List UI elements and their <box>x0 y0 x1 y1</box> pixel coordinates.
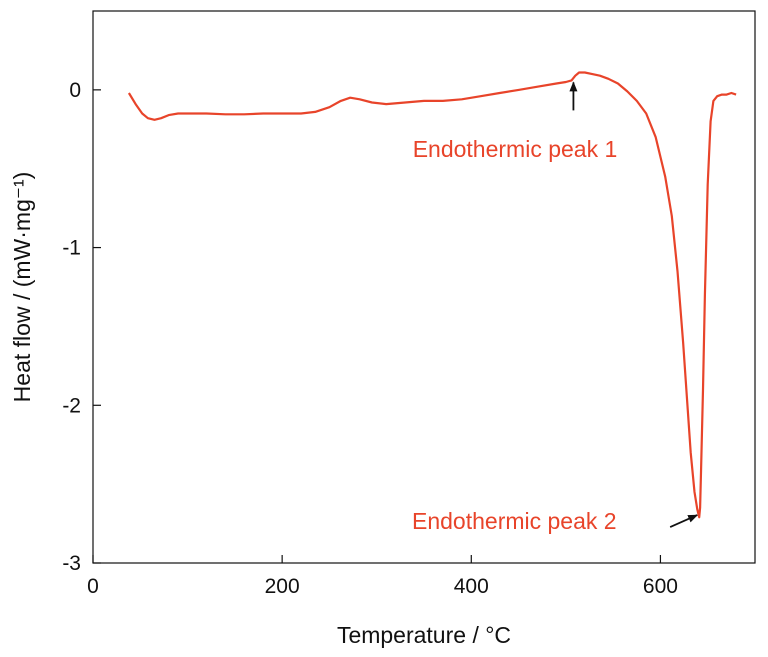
heat-flow-series-line <box>127 71 737 519</box>
y-tick-label: 0 <box>69 79 81 102</box>
peak-2-label: Endothermic peak 2 <box>412 508 617 534</box>
x-tick-label: 200 <box>265 575 300 598</box>
annotations: Endothermic peak 1 Endothermic peak 2 <box>412 81 699 534</box>
x-tick-label: 400 <box>454 575 489 598</box>
x-axis-title: Temperature / °C <box>337 622 511 648</box>
axis-tick-labels: 0 200 400 600 0 -1 -2 -3 <box>62 79 678 598</box>
x-tick-label: 0 <box>87 575 99 598</box>
y-tick-label: -3 <box>62 552 81 575</box>
y-axis-title: Heat flow / (mW·mg⁻¹) <box>9 172 35 403</box>
y-tick-label: -1 <box>62 237 81 260</box>
y-tick-label: -2 <box>62 394 81 417</box>
plot-area-frame <box>92 10 756 564</box>
axis-ticks <box>92 89 662 564</box>
x-tick-label: 600 <box>643 575 678 598</box>
peak-1-label: Endothermic peak 1 <box>413 136 618 162</box>
peak-2-arrow <box>669 514 699 528</box>
